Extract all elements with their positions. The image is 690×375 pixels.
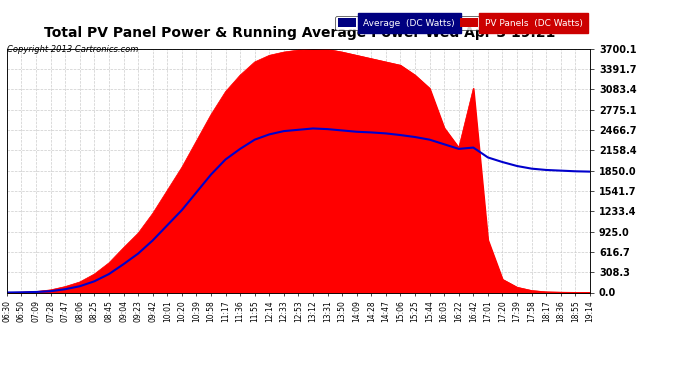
Text: Copyright 2013 Cartronics.com: Copyright 2013 Cartronics.com [7, 45, 138, 54]
Text: Total PV Panel Power & Running Average Power Wed Apr 3 19:21: Total PV Panel Power & Running Average P… [44, 26, 556, 40]
Legend: Average  (DC Watts), PV Panels  (DC Watts): Average (DC Watts), PV Panels (DC Watts) [335, 16, 585, 30]
